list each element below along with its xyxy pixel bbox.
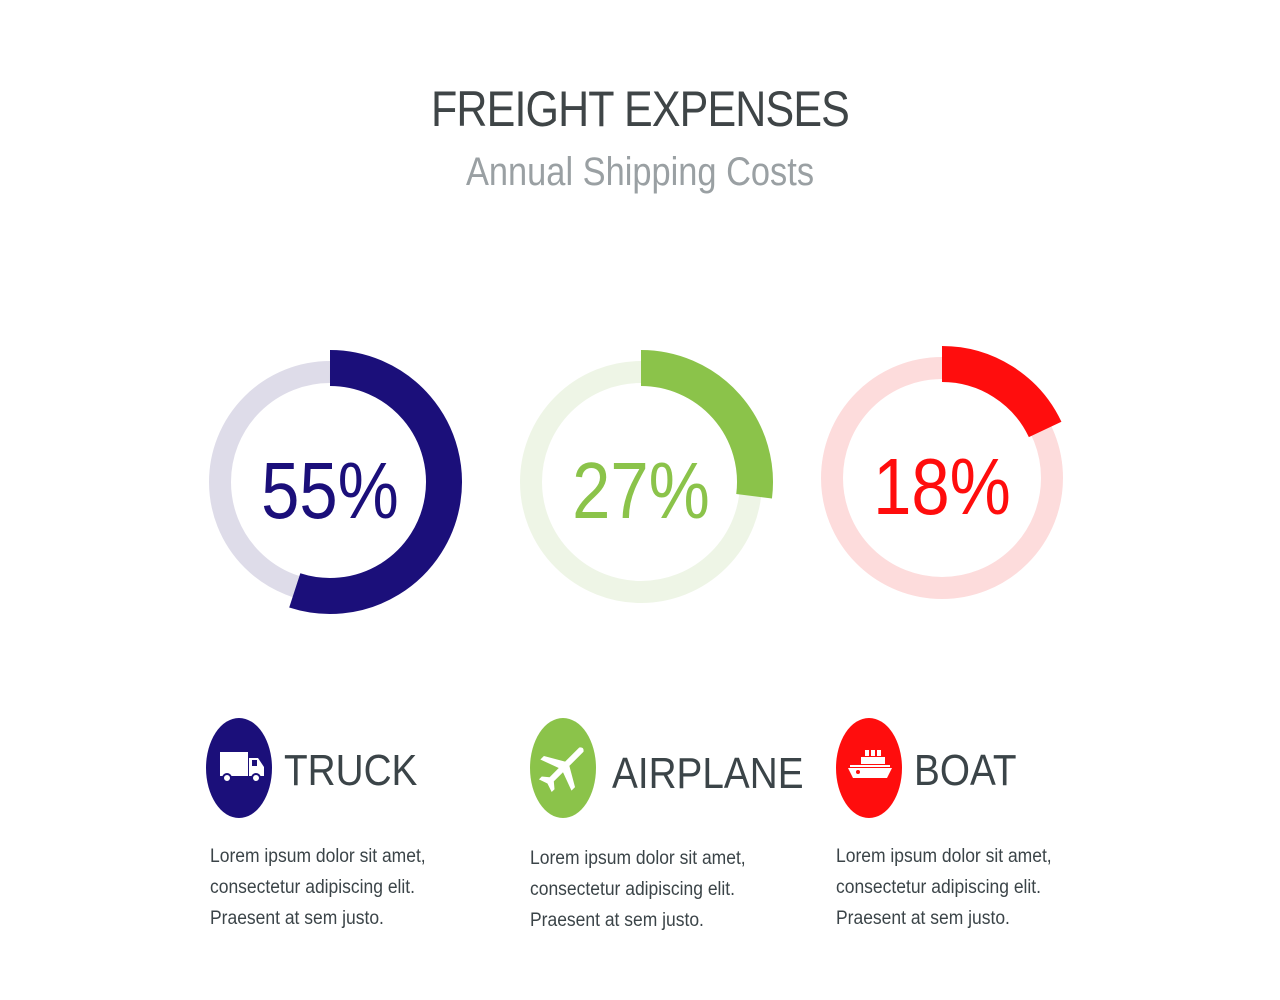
description-line: Praesent at sem justo. [210, 908, 384, 929]
mode-description-truck: Lorem ipsum dolor sit amet, consectetur … [210, 841, 449, 934]
truck-icon [220, 752, 264, 783]
mode-label-airplane: AIRPLANE [612, 749, 804, 798]
percent-label-boat: 18% [873, 441, 1011, 531]
ring-arc-boat [941, 346, 1062, 438]
airplane-icon-badge [530, 718, 596, 818]
mode-label-truck: TRUCK [284, 746, 418, 795]
mode-description-airplane: Lorem ipsum dolor sit amet, consectetur … [530, 843, 769, 936]
description-line: Praesent at sem justo. [530, 910, 704, 931]
ring-charts: 55% 27% 18% [209, 346, 1063, 614]
page-subtitle: Annual Shipping Costs [465, 150, 815, 194]
ring-arc-truck [289, 350, 462, 614]
percent-label-airplane: 27% [572, 445, 710, 535]
truck-icon-badge [206, 718, 272, 818]
ring-arc-airplane [640, 350, 773, 499]
description-line: Lorem ipsum dolor sit amet, [530, 848, 746, 869]
boat-icon [848, 750, 892, 778]
description-line: Lorem ipsum dolor sit amet, [836, 846, 1052, 867]
mode-description-boat: Lorem ipsum dolor sit amet, consectetur … [836, 841, 1075, 934]
page-title: FREIGHT EXPENSES [431, 81, 850, 137]
mode-label-boat: BOAT [914, 746, 1017, 795]
description-line: Lorem ipsum dolor sit amet, [210, 846, 426, 867]
description-line: consectetur adipiscing elit. [836, 877, 1042, 898]
percent-label-truck: 55% [261, 445, 399, 535]
description-line: Praesent at sem justo. [836, 908, 1010, 929]
description-line: consectetur adipiscing elit. [210, 877, 416, 898]
description-line: consectetur adipiscing elit. [530, 879, 736, 900]
boat-icon-badge [836, 718, 902, 818]
airplane-icon [538, 747, 584, 793]
